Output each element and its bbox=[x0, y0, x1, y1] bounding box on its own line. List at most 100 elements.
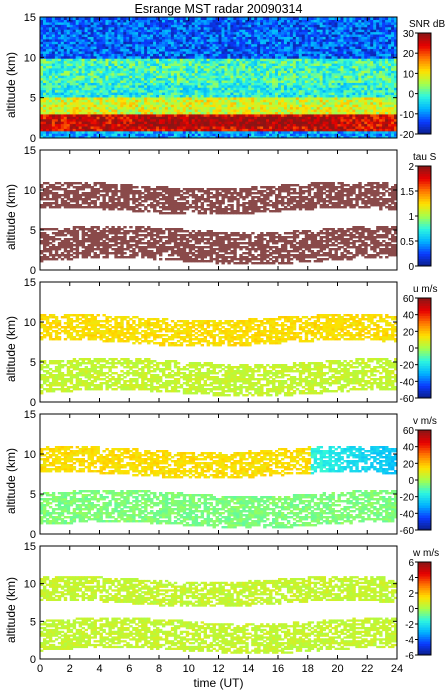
heatmap-cell bbox=[215, 36, 220, 40]
heatmap-cell bbox=[194, 125, 199, 129]
heatmap-cell bbox=[245, 92, 249, 96]
heatmap-cell bbox=[242, 133, 246, 137]
heatmap-cell bbox=[147, 29, 151, 33]
heatmap-cell bbox=[96, 79, 101, 83]
heatmap-cell bbox=[191, 118, 196, 122]
heatmap-cell bbox=[81, 123, 86, 127]
heatmap-cell bbox=[275, 133, 279, 137]
heatmap-cell bbox=[239, 21, 243, 25]
heatmap-cell bbox=[295, 99, 300, 103]
heatmap-cell bbox=[200, 128, 205, 132]
heatmap-cell bbox=[141, 79, 145, 83]
heatmap-cell bbox=[179, 75, 184, 79]
heatmap-cell bbox=[63, 84, 68, 88]
heatmap-cell bbox=[331, 111, 336, 115]
heatmap-cell bbox=[236, 101, 240, 105]
heatmap-cell bbox=[102, 133, 107, 137]
heatmap-cell bbox=[260, 75, 264, 79]
heatmap-cell bbox=[251, 67, 255, 71]
heatmap-cell bbox=[310, 24, 315, 28]
heatmap-cell bbox=[40, 130, 44, 134]
heatmap-cell bbox=[173, 104, 178, 108]
heatmap-cell bbox=[105, 82, 110, 86]
heatmap-cell bbox=[313, 123, 318, 127]
heatmap-cell bbox=[40, 29, 44, 33]
heatmap-cell bbox=[173, 33, 178, 37]
heatmap-cell bbox=[51, 55, 56, 59]
heatmap-cell bbox=[129, 92, 133, 96]
heatmap-cell bbox=[51, 108, 56, 112]
heatmap-cell bbox=[132, 36, 136, 40]
heatmap-cell bbox=[257, 36, 261, 40]
heatmap-cell bbox=[126, 36, 130, 40]
heatmap-cell bbox=[236, 135, 240, 138]
heatmap-cell bbox=[203, 128, 208, 132]
heatmap-cell bbox=[194, 92, 199, 96]
heatmap-cell bbox=[96, 38, 101, 42]
heatmap-cell bbox=[304, 104, 309, 108]
heatmap-cell bbox=[248, 135, 252, 138]
heatmap-cell bbox=[75, 87, 80, 91]
heatmap-cell bbox=[188, 84, 193, 88]
heatmap-cell bbox=[45, 55, 50, 59]
heatmap-cell bbox=[310, 60, 315, 64]
heatmap-cell bbox=[295, 72, 300, 76]
heatmap-cell bbox=[272, 79, 276, 83]
heatmap-cell bbox=[292, 75, 297, 79]
heatmap-cell bbox=[81, 87, 86, 91]
heatmap-cell bbox=[105, 111, 110, 115]
heatmap-cell bbox=[108, 17, 113, 21]
heatmap-cell bbox=[66, 111, 71, 115]
heatmap-cell bbox=[295, 135, 300, 138]
heatmap-cell bbox=[227, 24, 232, 28]
heatmap-cell bbox=[40, 53, 44, 57]
heatmap-cell bbox=[328, 62, 333, 66]
heatmap-cell bbox=[289, 21, 294, 25]
heatmap-cell bbox=[212, 50, 217, 54]
heatmap-cell bbox=[135, 46, 139, 50]
heatmap-cell bbox=[141, 125, 145, 129]
heatmap-cell bbox=[75, 65, 80, 69]
heatmap-cell bbox=[325, 133, 330, 137]
heatmap-cell bbox=[114, 62, 118, 66]
heatmap-cell bbox=[254, 135, 258, 138]
heatmap-cell bbox=[221, 106, 226, 110]
heatmap-cell bbox=[132, 48, 136, 52]
heatmap-cell bbox=[93, 31, 98, 35]
heatmap-cell bbox=[322, 130, 327, 134]
heatmap-cell bbox=[84, 21, 89, 25]
heatmap-cell bbox=[51, 58, 56, 62]
heatmap-cell bbox=[239, 75, 243, 79]
heatmap-cell bbox=[200, 31, 205, 35]
heatmap-cell bbox=[215, 67, 220, 71]
heatmap-cell bbox=[170, 96, 175, 100]
heatmap-cell bbox=[221, 89, 226, 93]
heatmap-cell bbox=[191, 70, 196, 74]
heatmap-cell bbox=[298, 72, 303, 76]
heatmap-cell bbox=[114, 99, 118, 103]
heatmap-cell bbox=[156, 41, 160, 45]
heatmap-cell bbox=[182, 108, 187, 112]
heatmap-cell bbox=[224, 31, 229, 35]
heatmap-cell bbox=[227, 116, 232, 120]
heatmap-cell bbox=[251, 111, 255, 115]
heatmap-cell bbox=[280, 89, 285, 93]
heatmap-cell bbox=[105, 118, 110, 122]
heatmap-cell bbox=[298, 65, 303, 69]
heatmap-cell bbox=[126, 135, 130, 138]
heatmap-cell bbox=[167, 19, 172, 23]
heatmap-cell bbox=[224, 82, 229, 86]
heatmap-cell bbox=[120, 118, 124, 122]
heatmap-cell bbox=[260, 77, 264, 81]
heatmap-cell bbox=[51, 79, 56, 83]
heatmap-cell bbox=[280, 135, 285, 138]
heatmap-cell bbox=[289, 121, 294, 125]
heatmap-cell bbox=[295, 19, 300, 23]
heatmap-cell bbox=[54, 111, 59, 115]
heatmap-cell bbox=[167, 55, 172, 59]
heatmap-cell bbox=[141, 48, 145, 52]
heatmap-cell bbox=[251, 62, 255, 66]
heatmap-cell bbox=[156, 128, 160, 132]
heatmap-cell bbox=[102, 125, 107, 129]
heatmap-cell bbox=[123, 33, 127, 37]
